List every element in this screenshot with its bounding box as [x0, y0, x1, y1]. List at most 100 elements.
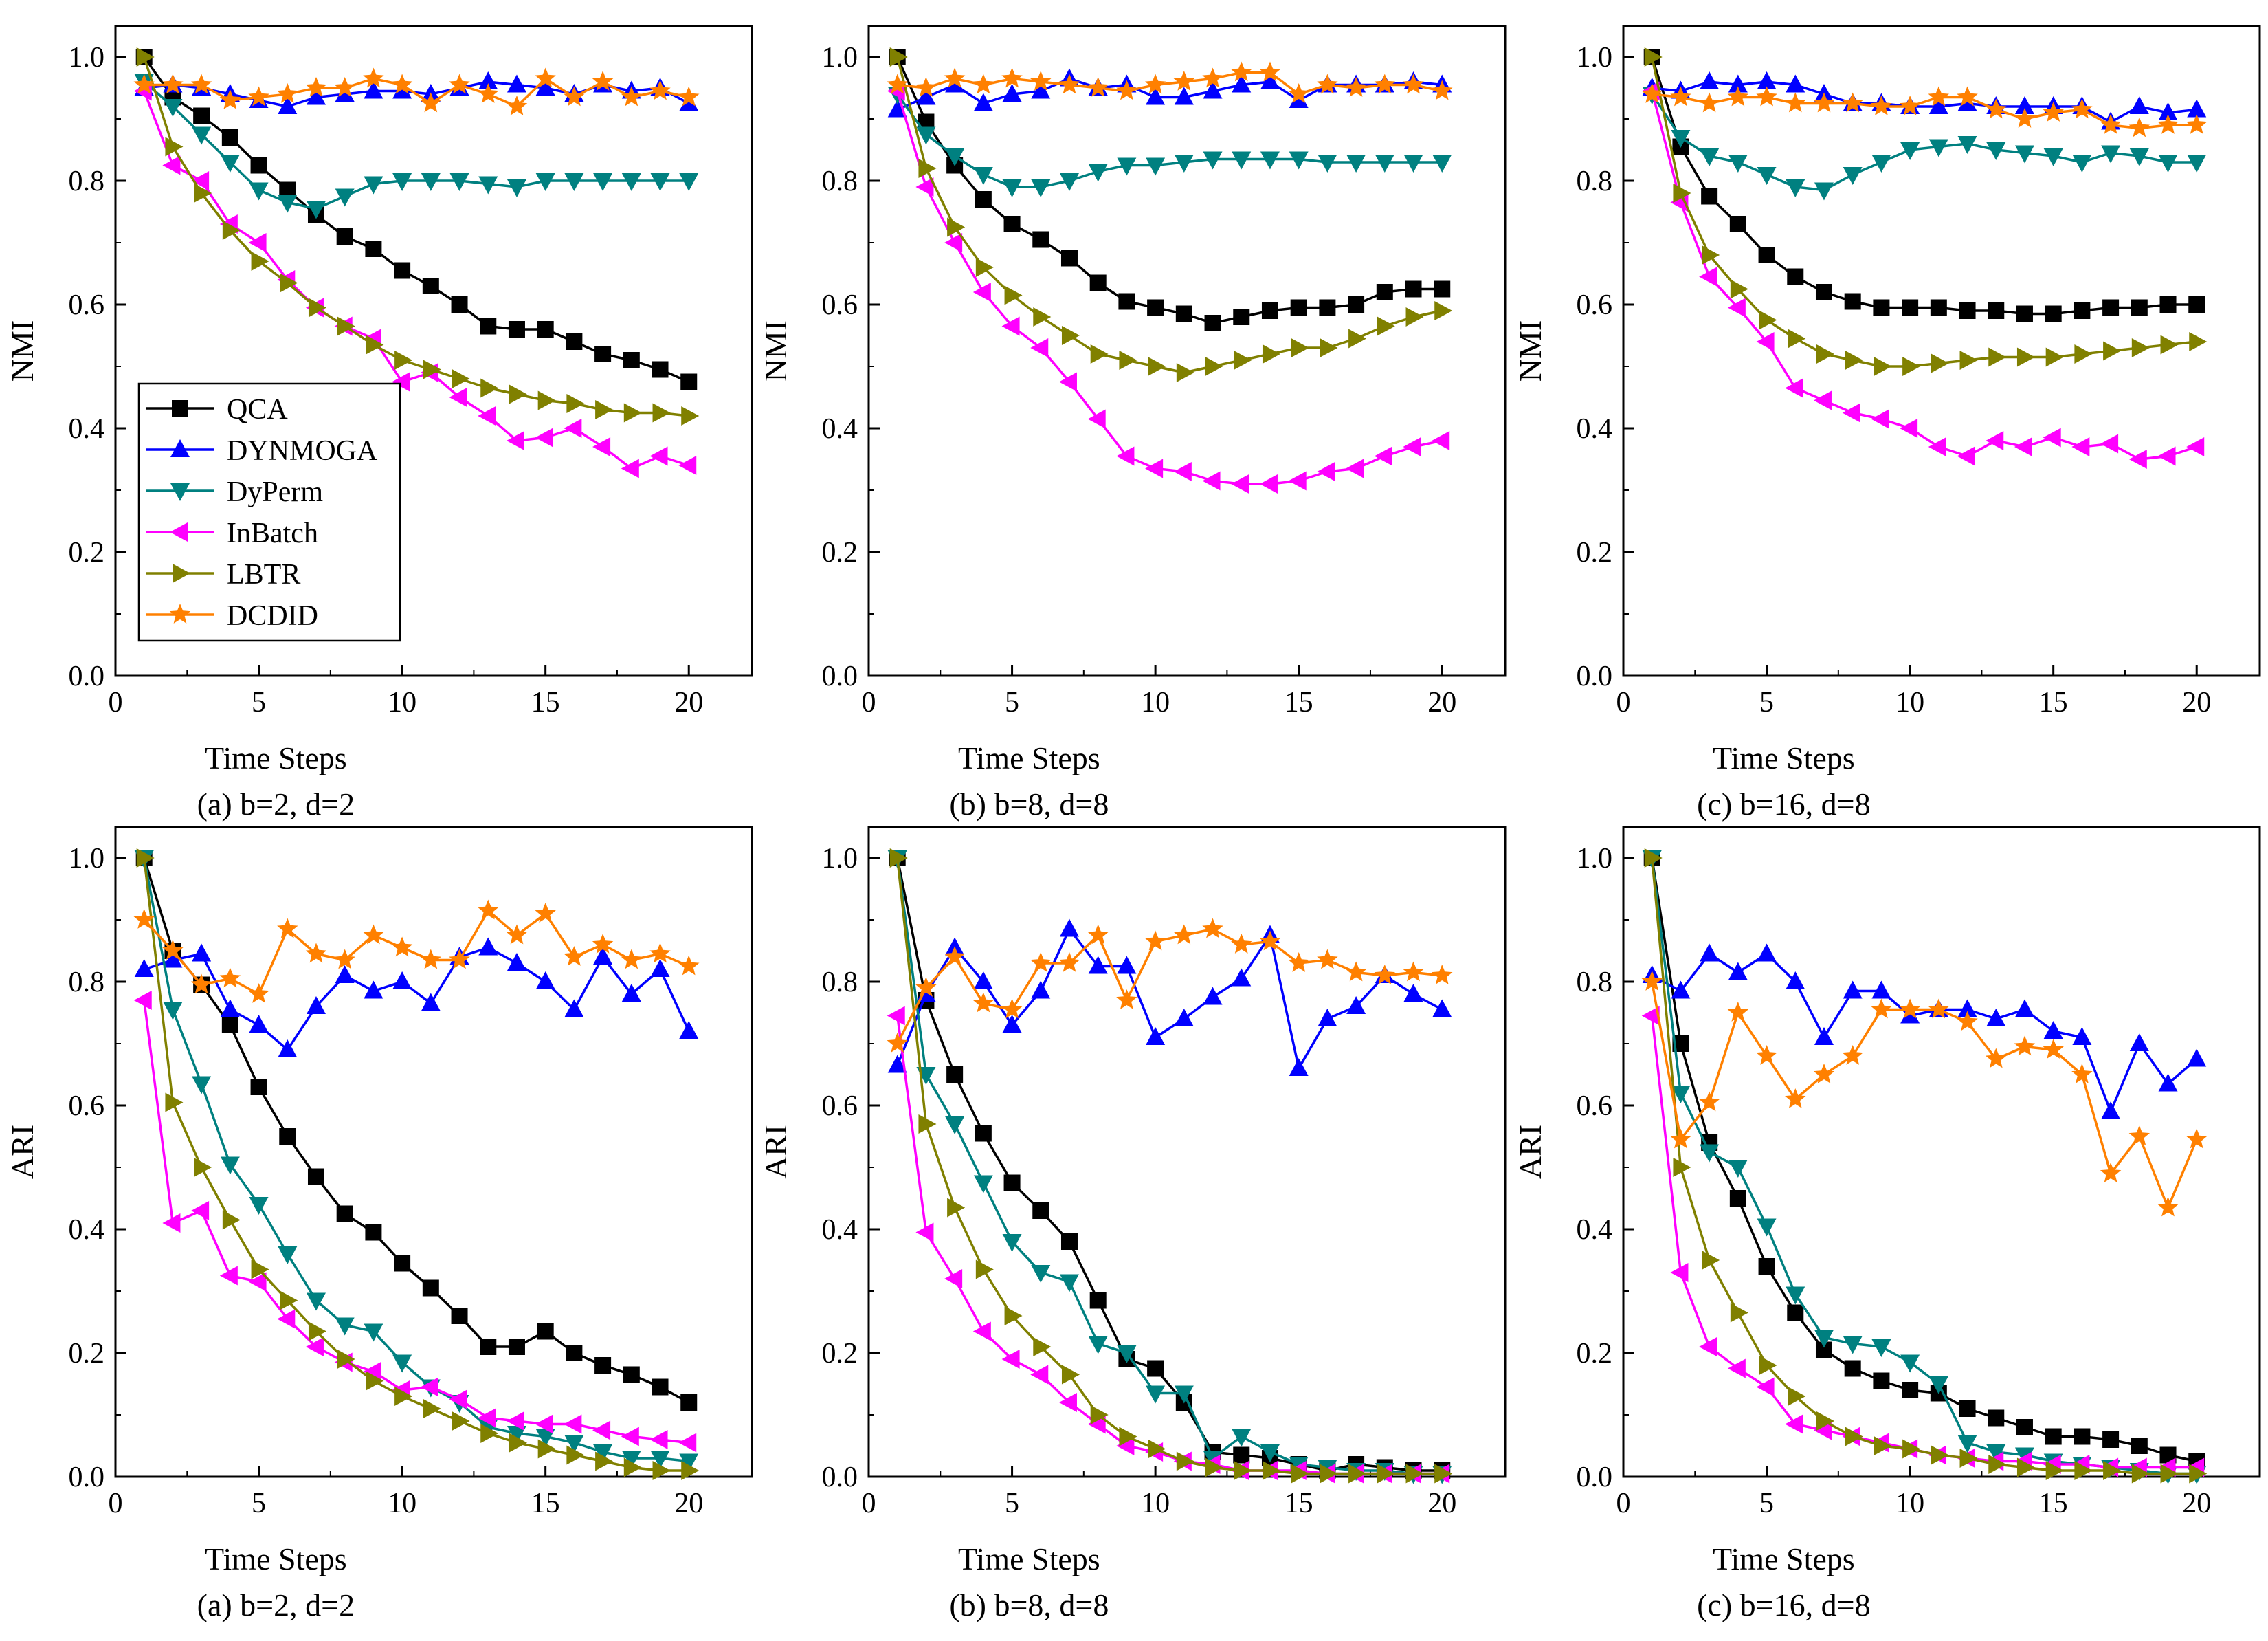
data-point: [421, 173, 441, 191]
data-point: [1785, 92, 1806, 113]
data-point: [191, 1201, 210, 1220]
legend-label: DCDID: [227, 600, 318, 632]
legend: QCA DYNMOGA DyPerm InBatch LBTR DCDID: [137, 382, 401, 642]
data-point: [421, 993, 441, 1011]
data-point: [507, 74, 526, 93]
data-point: [1673, 184, 1691, 203]
x-tick-label: 5: [252, 1488, 266, 1519]
data-point: [1232, 151, 1252, 170]
data-point: [2074, 1461, 2093, 1480]
data-point: [1259, 474, 1278, 494]
data-point: [1060, 1233, 1078, 1250]
legend-item-dyperm: DyPerm: [146, 476, 323, 508]
x-tick-label: 10: [1141, 687, 1170, 718]
chart-panel-1: 0 5 10 15 20 0.0 0.2 0.4 0.6 0.8 1.0 Time Steps NMI (…: [5, 25, 753, 822]
data-point: [1032, 231, 1049, 248]
data-point: [365, 241, 382, 257]
data-point: [1699, 1337, 1717, 1356]
data-point: [478, 83, 499, 103]
data-point: [621, 1451, 641, 1468]
data-point: [947, 217, 966, 237]
data-point: [506, 924, 528, 945]
data-point: [1874, 357, 1892, 376]
plot-frame: [1622, 826, 2261, 1478]
data-point: [2016, 1419, 2033, 1435]
data-point: [2129, 1033, 2149, 1051]
data-point: [1119, 1427, 1137, 1446]
data-point: [1317, 74, 1338, 94]
chart-title: (c) b=16, d=8: [1697, 786, 1870, 822]
data-point: [1432, 965, 1453, 984]
data-point: [1786, 971, 1805, 989]
data-point: [1116, 446, 1135, 466]
y-tick-label: 0.2: [822, 1338, 858, 1369]
data-point: [1871, 998, 1892, 1019]
data-point: [337, 316, 355, 336]
data-point: [2157, 1196, 2179, 1217]
data-point: [1928, 437, 1946, 456]
data-point: [1959, 1449, 1978, 1468]
x-tick-label: 15: [2039, 1488, 2068, 1519]
data-point: [509, 384, 527, 404]
data-point: [537, 1323, 554, 1340]
data-point: [1147, 1360, 1164, 1377]
data-point: [623, 352, 640, 368]
data-point: [2043, 102, 2064, 122]
data-point: [564, 1414, 582, 1434]
data-point: [1432, 999, 1452, 1017]
data-point: [945, 1116, 965, 1134]
data-point: [889, 848, 908, 868]
x-tick-label: 20: [2182, 1488, 2211, 1519]
data-point: [1374, 965, 1395, 984]
data-point: [222, 221, 241, 240]
data-point: [1148, 1439, 1166, 1459]
data-point: [1203, 151, 1223, 170]
data-point: [219, 89, 241, 109]
plot-frame: [114, 25, 753, 677]
chart-title: (b) b=8, d=8: [949, 1587, 1109, 1622]
data-point: [392, 971, 412, 989]
data-point: [1788, 1387, 1806, 1406]
data-point: [652, 403, 671, 423]
data-point: [566, 1445, 585, 1465]
data-point: [334, 77, 355, 97]
data-point: [1957, 999, 1977, 1017]
data-point: [1118, 293, 1135, 310]
data-point: [2072, 155, 2092, 173]
data-point: [535, 428, 553, 448]
data-point: [1900, 419, 1918, 438]
data-point: [1403, 984, 1423, 1002]
y-tick-label: 0.8: [822, 967, 858, 998]
data-point: [1845, 351, 1863, 370]
data-point: [1931, 353, 1949, 373]
chart-panel-6: 0 5 10 15 20 0.0 0.2 0.4 0.6 0.8 1.0 Time Steps ARI (…: [1513, 826, 2261, 1622]
data-point: [946, 1066, 964, 1083]
data-point: [1090, 344, 1109, 364]
data-point: [2100, 114, 2122, 134]
y-tick-label: 0.2: [69, 537, 105, 569]
data-point: [1232, 1429, 1252, 1447]
data-point: [1002, 1015, 1022, 1033]
data-point: [1116, 1436, 1135, 1455]
y-tick-label: 0.6: [69, 1090, 105, 1122]
series-qca: [1643, 49, 2205, 322]
data-point: [162, 940, 184, 960]
data-point: [1318, 155, 1337, 173]
data-point: [1729, 216, 1746, 232]
y-tick-label: 1.0: [822, 42, 858, 74]
data-point: [650, 173, 670, 191]
data-point: [1260, 71, 1280, 89]
data-point: [422, 1279, 439, 1297]
series-qca: [135, 850, 698, 1411]
data-point: [280, 273, 298, 293]
data-point: [2188, 296, 2205, 313]
data-point: [2045, 1428, 2062, 1445]
data-point: [1203, 80, 1223, 99]
data-point: [1144, 930, 1166, 951]
series-dynmoga: [887, 918, 1452, 1076]
data-point: [391, 74, 413, 94]
legend-label: QCA: [227, 394, 288, 426]
y-tick-label: 0.0: [822, 1462, 858, 1493]
data-point: [1845, 1427, 1863, 1446]
y-axis-label: NMI: [1513, 320, 1548, 382]
